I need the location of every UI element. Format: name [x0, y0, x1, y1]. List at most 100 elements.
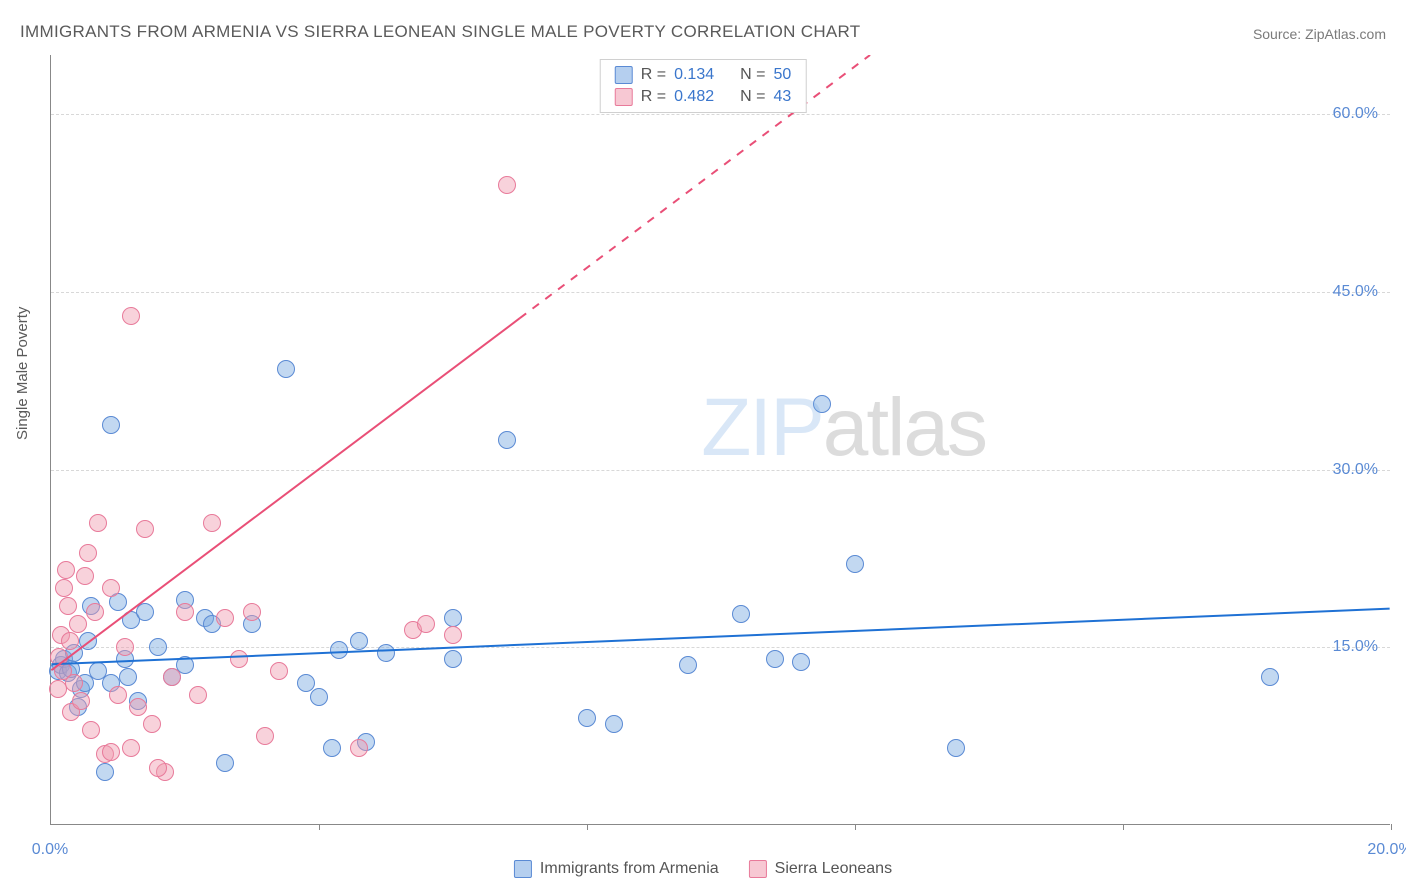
- legend-stats-row: R = 0.134 N = 50: [615, 66, 792, 84]
- scatter-point-armenia: [377, 644, 395, 662]
- scatter-point-sierra_leone: [109, 686, 127, 704]
- y-tick-label: 15.0%: [1333, 638, 1378, 656]
- scatter-point-armenia: [444, 609, 462, 627]
- scatter-point-armenia: [216, 754, 234, 772]
- scatter-point-armenia: [297, 674, 315, 692]
- legend-n-value: 50: [773, 66, 791, 84]
- scatter-point-armenia: [498, 431, 516, 449]
- legend-r-value: 0.134: [674, 66, 714, 84]
- scatter-point-sierra_leone: [89, 514, 107, 532]
- chart-plot-area: 15.0% 30.0% 45.0% 60.0%: [50, 55, 1390, 825]
- scatter-point-armenia: [578, 709, 596, 727]
- scatter-point-sierra_leone: [55, 579, 73, 597]
- scatter-point-sierra_leone: [102, 579, 120, 597]
- legend-n-label: N =: [740, 88, 765, 106]
- scatter-point-sierra_leone: [102, 743, 120, 761]
- legend-series-item: Sierra Leoneans: [749, 860, 892, 878]
- scatter-point-sierra_leone: [122, 307, 140, 325]
- x-tick: [855, 824, 856, 830]
- scatter-point-sierra_leone: [116, 638, 134, 656]
- legend-r-label: R =: [641, 66, 666, 84]
- scatter-point-armenia: [792, 653, 810, 671]
- scatter-point-sierra_leone: [243, 603, 261, 621]
- legend-series-item: Immigrants from Armenia: [514, 860, 719, 878]
- scatter-point-sierra_leone: [79, 544, 97, 562]
- scatter-point-armenia: [119, 668, 137, 686]
- scatter-point-sierra_leone: [122, 739, 140, 757]
- legend-r-value: 0.482: [674, 88, 714, 106]
- scatter-point-sierra_leone: [163, 668, 181, 686]
- source-label: Source: ZipAtlas.com: [1253, 26, 1386, 42]
- scatter-point-sierra_leone: [59, 597, 77, 615]
- scatter-point-armenia: [350, 632, 368, 650]
- chart-title: IMMIGRANTS FROM ARMENIA VS SIERRA LEONEA…: [20, 22, 861, 42]
- scatter-point-armenia: [323, 739, 341, 757]
- gridline-horizontal: [51, 647, 1390, 648]
- scatter-point-armenia: [846, 555, 864, 573]
- scatter-point-sierra_leone: [76, 567, 94, 585]
- scatter-point-sierra_leone: [256, 727, 274, 745]
- scatter-point-armenia: [136, 603, 154, 621]
- scatter-point-sierra_leone: [65, 674, 83, 692]
- y-tick-label: 60.0%: [1333, 105, 1378, 123]
- scatter-point-sierra_leone: [350, 739, 368, 757]
- scatter-point-armenia: [679, 656, 697, 674]
- scatter-point-armenia: [605, 715, 623, 733]
- x-tick: [587, 824, 588, 830]
- scatter-point-sierra_leone: [72, 692, 90, 710]
- legend-n-value: 43: [773, 88, 791, 106]
- scatter-point-sierra_leone: [82, 721, 100, 739]
- x-tick-label: 0.0%: [32, 841, 68, 859]
- scatter-point-armenia: [766, 650, 784, 668]
- scatter-point-armenia: [444, 650, 462, 668]
- x-tick-label: 20.0%: [1367, 841, 1406, 859]
- legend-series-label: Sierra Leoneans: [775, 860, 892, 878]
- scatter-point-sierra_leone: [129, 698, 147, 716]
- scatter-point-sierra_leone: [203, 514, 221, 532]
- scatter-point-sierra_leone: [136, 520, 154, 538]
- legend-swatch: [514, 860, 532, 878]
- trend-lines-layer: [51, 55, 1390, 824]
- x-tick: [1391, 824, 1392, 830]
- x-tick: [319, 824, 320, 830]
- scatter-point-armenia: [732, 605, 750, 623]
- scatter-point-armenia: [96, 763, 114, 781]
- scatter-point-armenia: [813, 395, 831, 413]
- scatter-point-sierra_leone: [149, 759, 167, 777]
- scatter-point-sierra_leone: [49, 680, 67, 698]
- scatter-point-sierra_leone: [230, 650, 248, 668]
- gridline-horizontal: [51, 292, 1390, 293]
- scatter-point-sierra_leone: [57, 561, 75, 579]
- scatter-point-armenia: [330, 641, 348, 659]
- legend-stats-row: R = 0.482 N = 43: [615, 88, 792, 106]
- scatter-point-armenia: [79, 632, 97, 650]
- scatter-point-sierra_leone: [86, 603, 104, 621]
- scatter-point-armenia: [310, 688, 328, 706]
- scatter-point-sierra_leone: [189, 686, 207, 704]
- gridline-horizontal: [51, 470, 1390, 471]
- gridline-horizontal: [51, 114, 1390, 115]
- legend-series-label: Immigrants from Armenia: [540, 860, 719, 878]
- legend-swatch: [615, 88, 633, 106]
- legend-n-label: N =: [740, 66, 765, 84]
- x-tick: [1123, 824, 1124, 830]
- legend-r-label: R =: [641, 88, 666, 106]
- scatter-point-sierra_leone: [270, 662, 288, 680]
- legend-stats: R = 0.134 N = 50 R = 0.482 N = 43: [600, 59, 807, 113]
- scatter-point-sierra_leone: [143, 715, 161, 733]
- scatter-point-sierra_leone: [176, 603, 194, 621]
- scatter-point-armenia: [102, 416, 120, 434]
- scatter-point-sierra_leone: [444, 626, 462, 644]
- scatter-point-sierra_leone: [69, 615, 87, 633]
- scatter-point-armenia: [947, 739, 965, 757]
- scatter-point-armenia: [277, 360, 295, 378]
- scatter-point-sierra_leone: [498, 176, 516, 194]
- legend-swatch: [749, 860, 767, 878]
- y-tick-label: 30.0%: [1333, 461, 1378, 479]
- y-tick-label: 45.0%: [1333, 283, 1378, 301]
- legend-series: Immigrants from Armenia Sierra Leoneans: [514, 860, 892, 878]
- scatter-point-sierra_leone: [417, 615, 435, 633]
- scatter-point-sierra_leone: [216, 609, 234, 627]
- scatter-point-sierra_leone: [61, 632, 79, 650]
- scatter-point-armenia: [149, 638, 167, 656]
